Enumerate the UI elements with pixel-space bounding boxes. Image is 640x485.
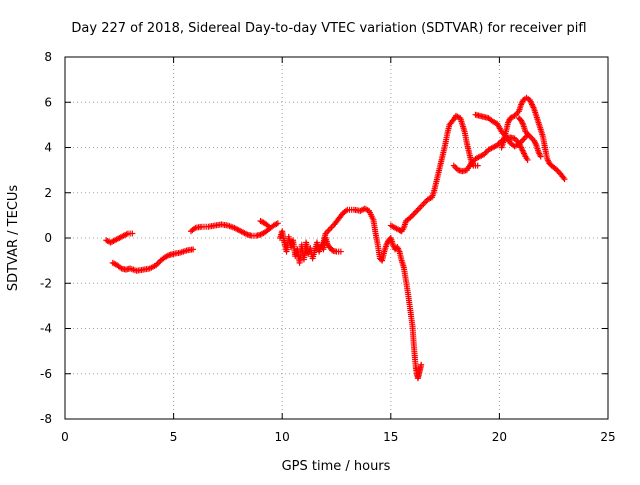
x-tick-label: 25 <box>600 430 615 444</box>
y-tick-label: -8 <box>40 412 52 426</box>
chart-title: Day 227 of 2018, Sidereal Day-to-day VTE… <box>71 21 586 36</box>
x-tick-label: 20 <box>492 430 507 444</box>
x-tick-label: 10 <box>275 430 290 444</box>
y-tick-label: -2 <box>40 276 52 290</box>
data-point-marker <box>561 176 568 183</box>
data-point-marker <box>524 156 531 163</box>
x-tick-label: 5 <box>170 430 178 444</box>
y-tick-label: 8 <box>44 50 52 64</box>
grid-lines <box>65 57 608 419</box>
x-axis-title: GPS time / hours <box>282 459 391 474</box>
y-tick-label: -6 <box>40 367 52 381</box>
plot-frame <box>64 56 609 420</box>
data-point-marker <box>129 230 136 237</box>
data-series-sdtvar <box>103 94 568 382</box>
y-tick-label: 0 <box>44 231 52 245</box>
x-tick-label: 0 <box>61 430 69 444</box>
axis-ticks <box>64 56 609 420</box>
y-tick-label: 2 <box>44 186 52 200</box>
y-tick-label: 6 <box>44 95 52 109</box>
y-tick-label: -4 <box>40 322 52 336</box>
data-point-marker <box>537 153 544 160</box>
x-tick-label: 15 <box>383 430 398 444</box>
y-tick-label: 4 <box>44 141 52 155</box>
data-point-marker <box>337 248 344 255</box>
data-point-marker <box>418 361 425 368</box>
data-point-marker <box>474 162 481 169</box>
data-point-marker <box>266 223 273 230</box>
tick-labels: 0 5 10 15 20 25 -8 -6 -4 -2 0 2 4 6 8 <box>40 50 616 444</box>
data-point-marker <box>274 220 281 227</box>
data-point-marker <box>190 246 197 253</box>
y-axis-title: SDTVAR / TECUs <box>6 185 21 292</box>
